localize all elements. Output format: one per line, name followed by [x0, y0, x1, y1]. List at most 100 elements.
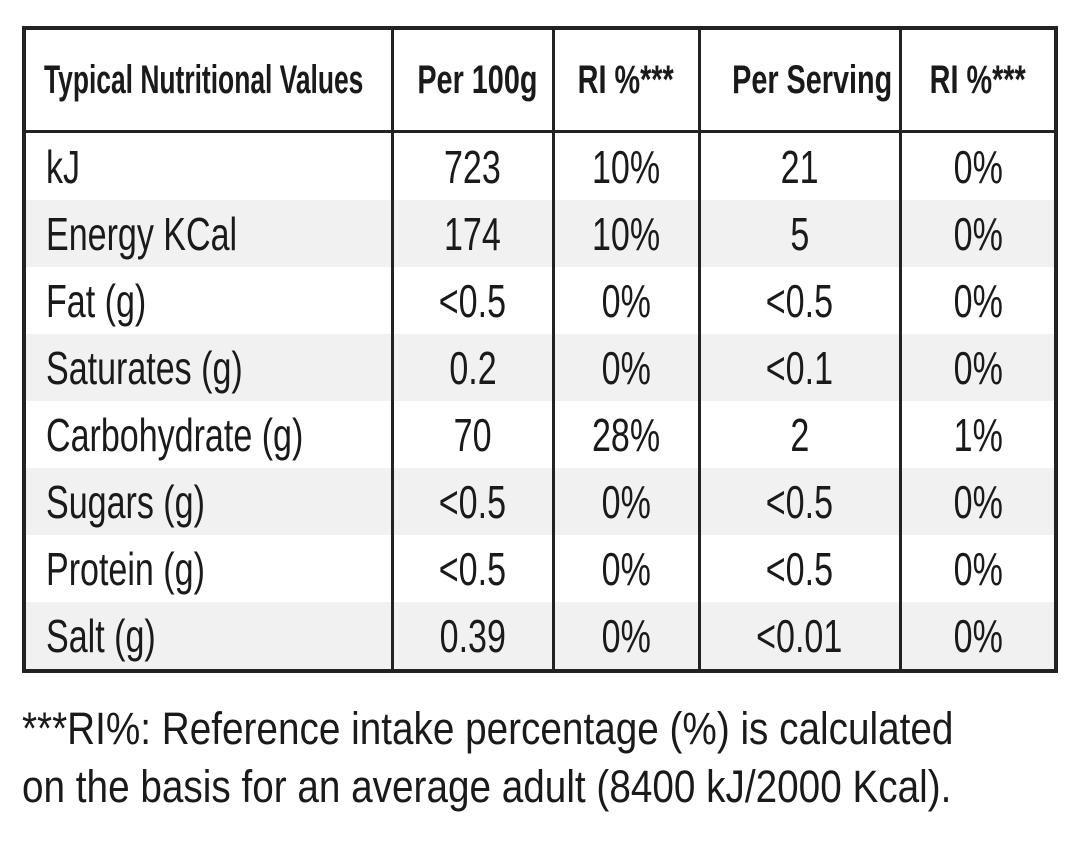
- value-cell: <0.5: [697, 267, 902, 334]
- cell-text: RI %***: [577, 57, 675, 102]
- value-cell: 10%: [551, 131, 701, 200]
- header-cell: RI %***: [898, 26, 1058, 133]
- cell-text: 10%: [591, 207, 661, 260]
- cell-text: Carbohydrate (g): [46, 408, 304, 461]
- value-cell: 70: [390, 401, 555, 468]
- cell-text: 0%: [601, 609, 651, 662]
- cell-text: 0%: [953, 341, 1003, 394]
- nutrient-cell: Salt (g): [22, 602, 394, 671]
- cell-text: 28%: [591, 408, 661, 461]
- value-cell: 723: [390, 131, 555, 200]
- cell-text: 0%: [953, 475, 1003, 528]
- header-cell: Per 100g: [390, 26, 555, 133]
- value-cell: 0%: [551, 535, 701, 602]
- value-cell: 0%: [898, 535, 1058, 602]
- header-cell: Typical Nutritional Values: [22, 26, 394, 133]
- nutrient-cell: Carbohydrate (g): [22, 401, 394, 468]
- cell-text: Saturates (g): [46, 341, 243, 394]
- nutrient-cell: Saturates (g): [22, 334, 394, 401]
- table-body: kJ 723 10% 21 0% Energy KCal 174 10% 5 0% Fat (g) <…: [22, 131, 1058, 671]
- cell-text: 0%: [953, 609, 1003, 662]
- cell-text: <0.5: [438, 475, 507, 528]
- value-cell: 0%: [551, 468, 701, 535]
- header-cell: RI %***: [551, 26, 701, 133]
- cell-text: Per 100g: [416, 57, 537, 102]
- cell-text: <0.01: [756, 609, 843, 662]
- value-cell: 0%: [898, 602, 1058, 671]
- cell-text: 0%: [601, 274, 651, 327]
- value-cell: 28%: [551, 401, 701, 468]
- header-row: Typical Nutritional Values Per 100g RI %**…: [22, 26, 1058, 133]
- nutrient-cell: Sugars (g): [22, 468, 394, 535]
- value-cell: 0%: [898, 267, 1058, 334]
- value-cell: <0.1: [697, 334, 902, 401]
- cell-text: <0.5: [438, 542, 507, 595]
- value-cell: <0.5: [697, 535, 902, 602]
- cell-text: 70: [453, 408, 492, 461]
- cell-text: 723: [444, 140, 501, 193]
- table-row: Protein (g) <0.5 0% <0.5 0%: [22, 535, 1058, 602]
- value-cell: 0%: [898, 200, 1058, 267]
- cell-text: Per Serving: [731, 57, 892, 102]
- table-row: Fat (g) <0.5 0% <0.5 0%: [22, 267, 1058, 334]
- footnote-line: on the basis for an average adult (8400 …: [22, 761, 952, 812]
- cell-text: Sugars (g): [46, 475, 205, 528]
- cell-text: 0%: [953, 542, 1003, 595]
- value-cell: <0.5: [390, 267, 555, 334]
- nutrient-cell: Fat (g): [22, 267, 394, 334]
- nutrient-cell: kJ: [22, 131, 394, 200]
- value-cell: 0.2: [390, 334, 555, 401]
- cell-text: 0%: [953, 274, 1003, 327]
- footnote-line: ***RI%: Reference intake percentage (%) …: [22, 703, 954, 754]
- value-cell: 0%: [551, 334, 701, 401]
- value-cell: 0.39: [390, 602, 555, 671]
- cell-text: 0.2: [448, 341, 497, 394]
- cell-text: 0%: [601, 341, 651, 394]
- nutrient-cell: Protein (g): [22, 535, 394, 602]
- value-cell: 21: [697, 131, 902, 200]
- value-cell: 5: [697, 200, 902, 267]
- cell-text: 0%: [953, 207, 1003, 260]
- cell-text: 174: [444, 207, 501, 260]
- cell-text: Salt (g): [46, 609, 156, 662]
- value-cell: <0.5: [390, 468, 555, 535]
- table-row: kJ 723 10% 21 0%: [22, 131, 1058, 200]
- value-cell: 174: [390, 200, 555, 267]
- value-cell: 0%: [551, 602, 701, 671]
- table-row: Carbohydrate (g) 70 28% 2 1%: [22, 401, 1058, 468]
- table-row: Saturates (g) 0.2 0% <0.1 0%: [22, 334, 1058, 401]
- cell-text: kJ: [46, 140, 81, 193]
- cell-text: <0.5: [765, 475, 834, 528]
- cell-text: <0.5: [765, 274, 834, 327]
- cell-text: Typical Nutritional Values: [44, 57, 364, 102]
- cell-text: 0.39: [439, 609, 506, 662]
- cell-text: <0.5: [438, 274, 507, 327]
- cell-text: 0%: [601, 475, 651, 528]
- value-cell: 0%: [898, 131, 1058, 200]
- value-cell: 0%: [898, 468, 1058, 535]
- table-row: Energy KCal 174 10% 5 0%: [22, 200, 1058, 267]
- cell-text: Fat (g): [46, 274, 147, 327]
- header-cell: Per Serving: [697, 26, 902, 133]
- nutrient-cell: Energy KCal: [22, 200, 394, 267]
- table-row: Sugars (g) <0.5 0% <0.5 0%: [22, 468, 1058, 535]
- value-cell: <0.5: [697, 468, 902, 535]
- table-row: Salt (g) 0.39 0% <0.01 0%: [22, 602, 1058, 671]
- cell-text: <0.1: [765, 341, 834, 394]
- cell-text: 0%: [601, 542, 651, 595]
- cell-text: 0%: [953, 140, 1003, 193]
- cell-text: 1%: [953, 408, 1003, 461]
- value-cell: 0%: [898, 334, 1058, 401]
- footnote: ***RI%: Reference intake percentage (%) …: [22, 700, 1080, 816]
- value-cell: <0.01: [697, 602, 902, 671]
- value-cell: 2: [697, 401, 902, 468]
- table-header: Typical Nutritional Values Per 100g RI %**…: [22, 26, 1058, 133]
- cell-text: RI %***: [929, 57, 1026, 102]
- cell-text: 5: [790, 207, 809, 260]
- value-cell: 1%: [898, 401, 1058, 468]
- nutrition-table: Typical Nutritional Values Per 100g RI %**…: [22, 26, 1058, 673]
- cell-text: <0.5: [765, 542, 834, 595]
- value-cell: 10%: [551, 200, 701, 267]
- cell-text: Protein (g): [46, 542, 205, 595]
